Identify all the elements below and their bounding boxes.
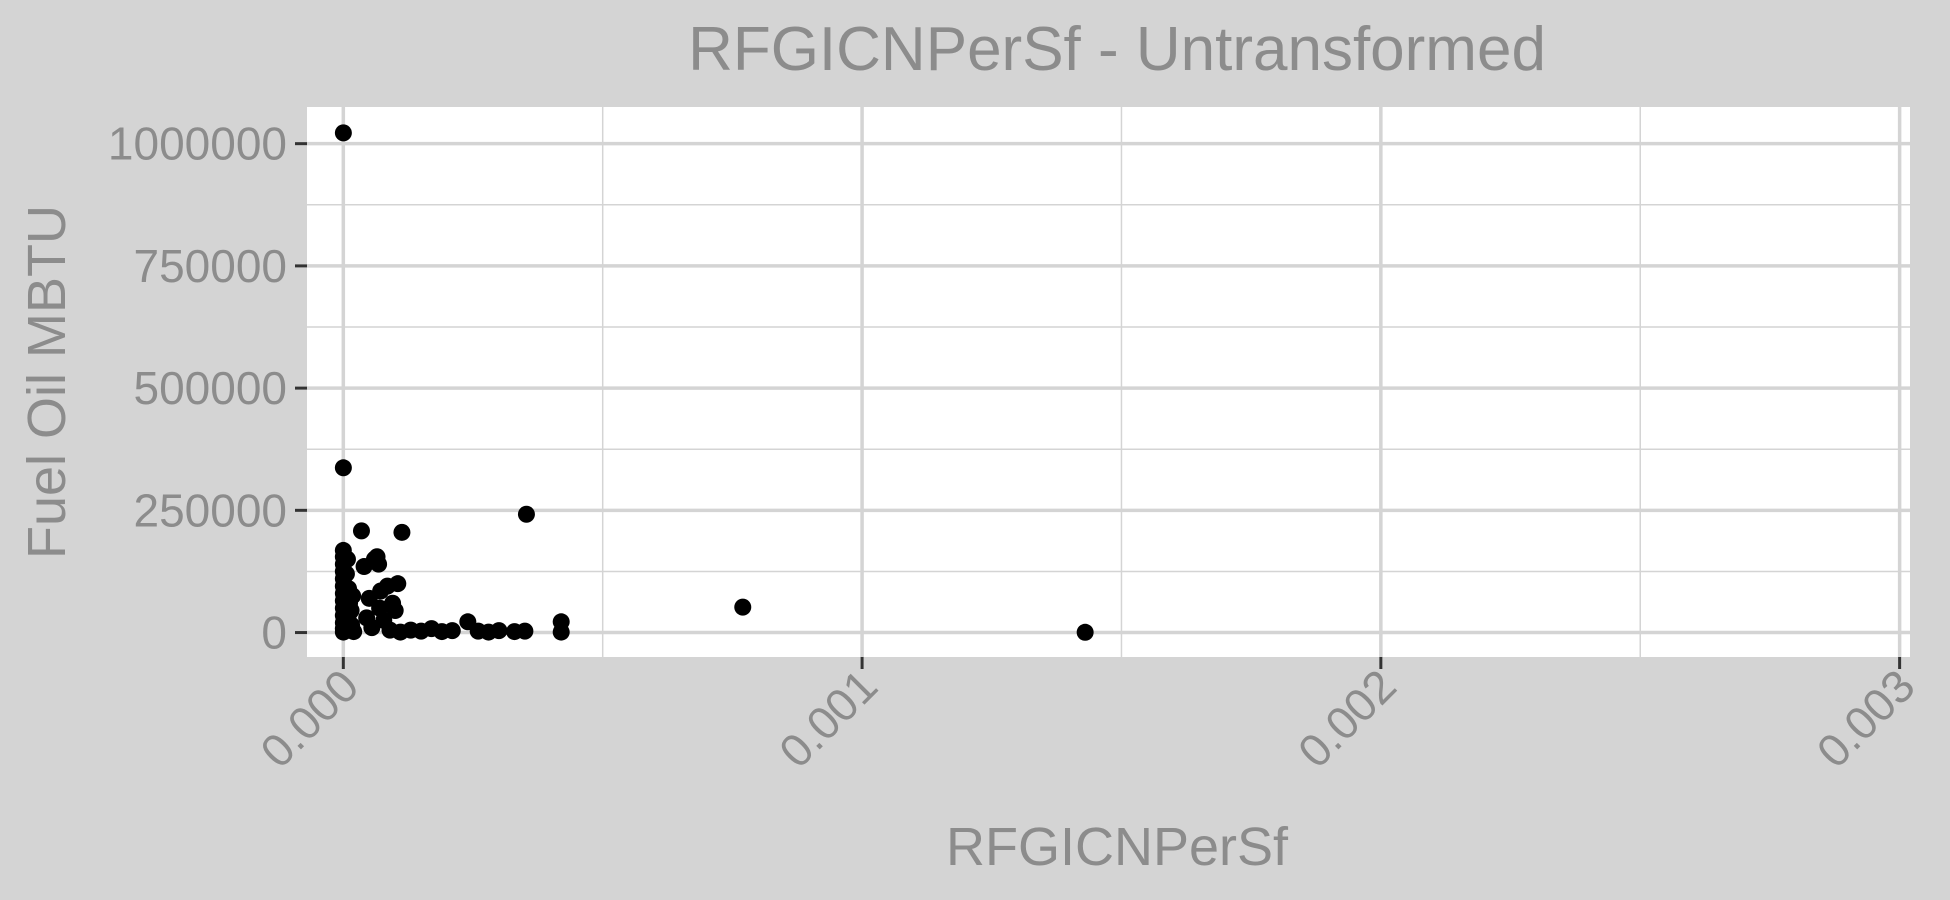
data-point [552, 623, 570, 641]
data-point [342, 602, 360, 620]
grid-lines [307, 107, 1910, 657]
data-point [334, 459, 352, 477]
data-point [338, 550, 356, 568]
y-tick-label: 0 [261, 607, 287, 659]
data-point [334, 124, 352, 142]
chart-title: RFGICNPerSf - Untransformed [688, 15, 1546, 84]
data-point [386, 602, 404, 620]
y-tick-label: 500000 [134, 362, 288, 414]
data-point [516, 622, 534, 640]
data-point [352, 522, 370, 540]
data-point [517, 505, 535, 523]
plot-panel [307, 107, 1910, 657]
data-points [334, 124, 1094, 641]
y-tick-label: 1000000 [108, 118, 287, 170]
y-tick-label: 250000 [134, 484, 288, 536]
data-point [734, 598, 752, 616]
data-point [490, 622, 508, 640]
x-axis-title: RFGICNPerSf [946, 817, 1289, 877]
data-point [345, 623, 363, 641]
data-point [344, 587, 362, 605]
y-tick-label: 750000 [134, 240, 288, 292]
y-axis-title: Fuel Oil MBTU [17, 205, 77, 559]
data-point [443, 622, 461, 640]
data-point [393, 523, 411, 541]
data-point [389, 575, 407, 593]
data-point [370, 555, 388, 573]
data-point [1076, 623, 1094, 641]
data-point [337, 565, 355, 583]
